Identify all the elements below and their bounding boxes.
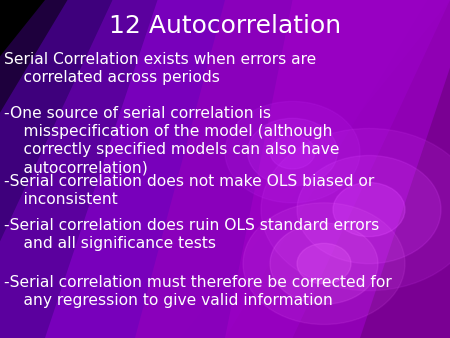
Circle shape <box>248 118 338 186</box>
Circle shape <box>297 243 351 284</box>
Circle shape <box>297 155 441 264</box>
Polygon shape <box>135 0 450 338</box>
Circle shape <box>270 223 378 304</box>
Circle shape <box>225 101 360 203</box>
Circle shape <box>333 183 405 237</box>
Polygon shape <box>0 0 428 338</box>
Text: -One source of serial correlation is
    misspecification of the model (although: -One source of serial correlation is mis… <box>4 106 340 175</box>
Text: -Serial correlation does ruin OLS standard errors
    and all significance tests: -Serial correlation does ruin OLS standa… <box>4 218 380 251</box>
Polygon shape <box>45 0 450 338</box>
Text: 12 Autocorrelation: 12 Autocorrelation <box>109 14 341 38</box>
Text: Serial Correlation exists when errors are
    correlated across periods: Serial Correlation exists when errors ar… <box>4 52 317 86</box>
Circle shape <box>243 203 405 324</box>
Text: -Serial correlation must therefore be corrected for
    any regression to give v: -Serial correlation must therefore be co… <box>4 275 392 309</box>
Text: -Serial correlation does not make OLS biased or
    inconsistent: -Serial correlation does not make OLS bi… <box>4 174 375 207</box>
Polygon shape <box>225 0 450 338</box>
Circle shape <box>270 135 315 169</box>
Circle shape <box>261 128 450 291</box>
